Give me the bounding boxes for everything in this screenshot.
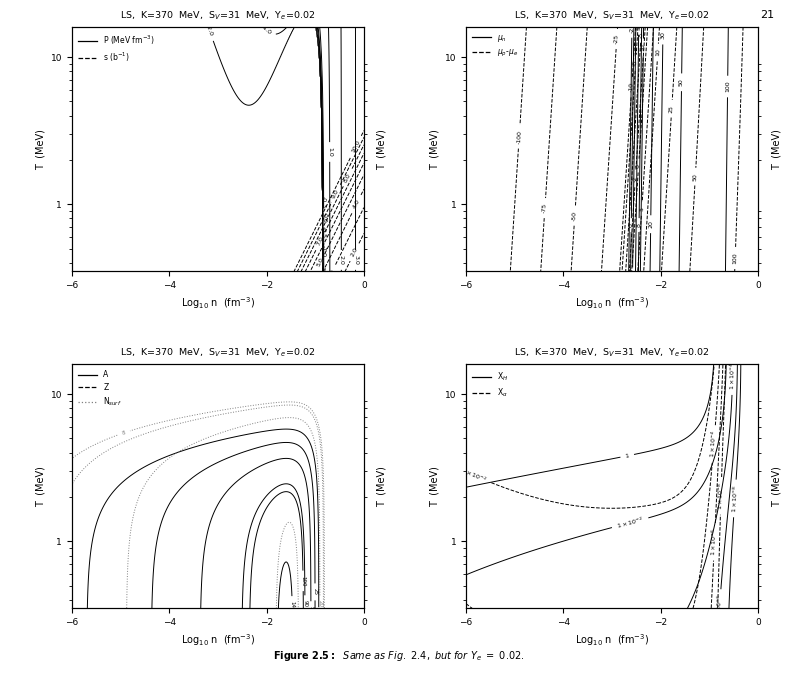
- Text: $1\times10^{-8}$: $1\times10^{-8}$: [716, 482, 726, 510]
- Text: $1\times10^{-2}$: $1\times10^{-2}$: [615, 514, 645, 531]
- Text: 0: 0: [636, 164, 642, 168]
- Text: -50: -50: [572, 210, 578, 221]
- Y-axis label: T  (MeV): T (MeV): [429, 466, 439, 507]
- Text: 5.0: 5.0: [316, 257, 325, 268]
- Text: 8.0: 8.0: [343, 172, 352, 183]
- Text: 6.0: 6.0: [302, 273, 311, 284]
- Text: -2: -2: [633, 176, 638, 183]
- Legend: X$_H$, X$_\alpha$: X$_H$, X$_\alpha$: [470, 368, 511, 402]
- Text: -0.5: -0.5: [320, 226, 326, 238]
- Text: 30: 30: [660, 32, 666, 39]
- Y-axis label: T  (MeV): T (MeV): [35, 128, 45, 170]
- Text: -1.0: -1.0: [260, 24, 272, 35]
- Text: 21: 21: [760, 10, 774, 20]
- Text: 20: 20: [318, 600, 322, 607]
- Text: -2.0: -2.0: [320, 265, 325, 277]
- Text: -8: -8: [633, 59, 638, 66]
- Text: -25: -25: [614, 34, 619, 44]
- Text: $1\times10^{-6}$: $1\times10^{-6}$: [713, 594, 725, 622]
- Text: 9.0: 9.0: [331, 188, 341, 199]
- Title: LS,  K=370  MeV,  S$_V$=31  MeV,  Y$_e$=0.02: LS, K=370 MeV, S$_V$=31 MeV, Y$_e$=0.02: [515, 347, 709, 360]
- Text: 50: 50: [693, 172, 698, 180]
- Text: 90: 90: [302, 600, 307, 607]
- X-axis label: Log$_{10}$ n  (fm$^{-3}$): Log$_{10}$ n (fm$^{-3}$): [575, 295, 650, 312]
- Text: 2.0: 2.0: [350, 247, 359, 258]
- Text: 100: 100: [301, 575, 306, 586]
- Legend: P (MeV fm$^{-3}$), s (b$^{-1}$): P (MeV fm$^{-3}$), s (b$^{-1}$): [76, 31, 157, 66]
- Text: 5: 5: [636, 26, 642, 30]
- Text: -1.0: -1.0: [320, 245, 326, 258]
- Title: LS,  K=370  MeV,  S$_V$=31  MeV,  Y$_e$=0.02: LS, K=370 MeV, S$_V$=31 MeV, Y$_e$=0.02: [515, 9, 709, 22]
- Y-axis label: T  (MeV): T (MeV): [377, 466, 387, 507]
- Text: 3.0: 3.0: [326, 268, 336, 279]
- Text: 25: 25: [669, 105, 674, 113]
- Text: 100: 100: [725, 80, 730, 93]
- Text: 10.0: 10.0: [351, 139, 361, 153]
- Text: 25: 25: [313, 588, 318, 596]
- Text: 50: 50: [308, 606, 314, 613]
- Text: 5: 5: [639, 207, 645, 211]
- Text: $1\times10^{-4}$: $1\times10^{-4}$: [708, 430, 720, 458]
- X-axis label: Log$_{10}$ n  (fm$^{-3}$): Log$_{10}$ n (fm$^{-3}$): [180, 633, 255, 648]
- Text: -10: -10: [629, 82, 634, 93]
- Text: 10: 10: [316, 612, 322, 619]
- Text: -2: -2: [630, 26, 634, 32]
- Text: -100: -100: [516, 130, 522, 144]
- Text: -2.0: -2.0: [205, 24, 214, 37]
- Y-axis label: T  (MeV): T (MeV): [771, 128, 781, 170]
- Text: 10: 10: [655, 49, 661, 57]
- Text: 2: 2: [630, 272, 635, 276]
- Title: LS,  K=370  MeV,  S$_V$=31  MeV,  Y$_e$=0.02: LS, K=370 MeV, S$_V$=31 MeV, Y$_e$=0.02: [120, 347, 315, 360]
- Text: -5: -5: [638, 32, 644, 38]
- Text: 0.0: 0.0: [321, 214, 326, 223]
- Text: $\mathbf{Figure\ 2.5:}$$\ \ Same\ as\ Fig.\ 2.4,\ but\ for\ Y_e\ =\ 0.02.$: $\mathbf{Figure\ 2.5:}$$\ \ Same\ as\ Fi…: [273, 649, 525, 663]
- Text: 10: 10: [641, 43, 646, 51]
- Text: $1\times10^{-2}$: $1\times10^{-2}$: [460, 466, 488, 485]
- Y-axis label: T  (MeV): T (MeV): [35, 466, 45, 507]
- Text: 2.0: 2.0: [339, 255, 344, 265]
- Text: 8: 8: [121, 430, 126, 436]
- Text: 80: 80: [296, 612, 301, 619]
- Y-axis label: T  (MeV): T (MeV): [377, 128, 387, 170]
- Title: LS,  K=370  MeV,  S$_V$=31  MeV,  Y$_e$=0.02: LS, K=370 MeV, S$_V$=31 MeV, Y$_e$=0.02: [120, 9, 315, 22]
- Text: -75: -75: [542, 203, 547, 214]
- Text: 8: 8: [637, 223, 642, 227]
- Text: 4.0: 4.0: [352, 198, 361, 210]
- Text: $1\times10^{-4}$: $1\times10^{-4}$: [728, 362, 737, 390]
- Text: 3.0: 3.0: [353, 255, 358, 265]
- X-axis label: Log$_{10}$ n  (fm$^{-3}$): Log$_{10}$ n (fm$^{-3}$): [180, 295, 255, 312]
- Text: 100: 100: [733, 252, 738, 264]
- Y-axis label: T  (MeV): T (MeV): [771, 466, 781, 507]
- Text: $1\times10^{-6}$: $1\times10^{-6}$: [709, 528, 720, 556]
- X-axis label: Log$_{10}$ n  (fm$^{-3}$): Log$_{10}$ n (fm$^{-3}$): [575, 633, 650, 648]
- Text: 1.0: 1.0: [327, 147, 332, 157]
- Legend: $\mu_n$, $\mu_p$-$\mu_e$: $\mu_n$, $\mu_p$-$\mu_e$: [470, 31, 521, 62]
- Text: 50: 50: [679, 78, 684, 87]
- Y-axis label: T  (MeV): T (MeV): [429, 128, 439, 170]
- Text: 7.0: 7.0: [316, 236, 325, 247]
- Text: 20: 20: [648, 220, 654, 228]
- Text: $1\times10^{-8}$: $1\times10^{-8}$: [729, 484, 741, 512]
- Text: 10: 10: [321, 612, 326, 619]
- Text: 140: 140: [290, 601, 295, 612]
- Legend: A, Z, N$_{surf}$: A, Z, N$_{surf}$: [76, 368, 124, 411]
- Text: 0: 0: [629, 223, 634, 227]
- Text: -0.3: -0.3: [320, 196, 326, 208]
- Text: 1: 1: [625, 453, 630, 458]
